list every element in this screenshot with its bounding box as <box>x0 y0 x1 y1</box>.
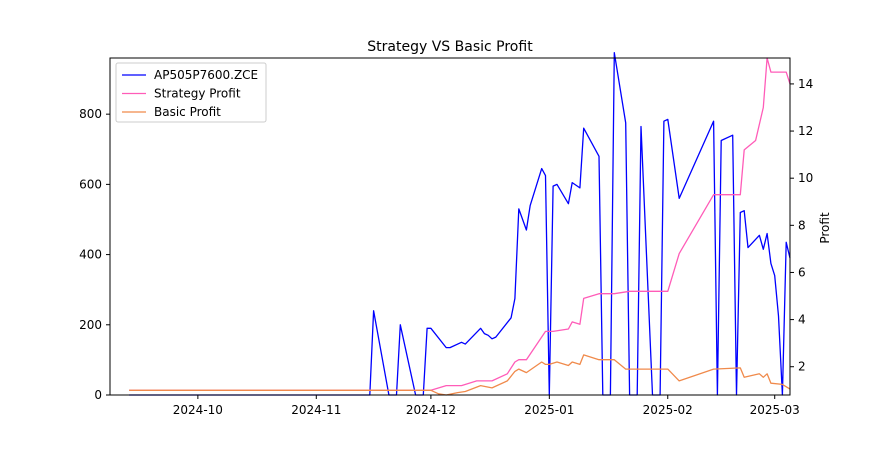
y-left-tick-label: 200 <box>79 318 102 332</box>
y-left-tick-label: 0 <box>94 388 102 402</box>
legend-label-ap505p7600-zce: AP505P7600.ZCE <box>154 68 258 82</box>
y-right-tick-label: 14 <box>798 77 813 91</box>
series-line-ap505p7600-zce <box>129 52 791 396</box>
x-tick-label: 2025-01 <box>524 403 574 417</box>
series-line-basic-profit <box>129 354 791 396</box>
y-right-tick-label: 8 <box>798 218 806 232</box>
legend-box <box>115 62 267 123</box>
y-right-tick-label: 10 <box>798 171 813 185</box>
y-right-tick-label: 12 <box>798 124 813 138</box>
y-left-tick-label: 400 <box>79 248 102 262</box>
y-left-tick-label: 800 <box>79 107 102 121</box>
y-left-tick-label: 600 <box>79 177 102 191</box>
y-right-tick-label: 4 <box>798 313 806 327</box>
legend: AP505P7600.ZCE Strategy Profit Basic Profi… <box>115 62 267 123</box>
x-tick-label: 2024-10 <box>173 403 223 417</box>
x-tick-label: 2024-12 <box>406 403 456 417</box>
legend-label-strategy-profit: Strategy Profit <box>154 87 241 101</box>
y-axis-right: 2 4 6 8 10 12 14 <box>790 77 813 374</box>
series-layer <box>129 52 791 396</box>
legend-label-basic-profit: Basic Profit <box>154 105 221 119</box>
plot-frame <box>109 57 791 396</box>
chart-title: Strategy VS Basic Profit <box>367 39 533 55</box>
x-axis: 2024-10 2024-11 2024-12 2025-01 2025-02 2025-… <box>173 395 800 417</box>
y-axis-left: 0 200 400 600 800 <box>79 107 110 402</box>
x-tick-label: 2024-11 <box>291 403 341 417</box>
x-tick-label: 2025-03 <box>750 403 800 417</box>
series-line-strategy-profit <box>129 57 791 391</box>
y-axis-right-label: Profit <box>818 212 832 244</box>
y-right-tick-label: 6 <box>798 265 806 279</box>
x-tick-label: 2025-02 <box>643 403 693 417</box>
y-right-tick-label: 2 <box>798 360 806 374</box>
